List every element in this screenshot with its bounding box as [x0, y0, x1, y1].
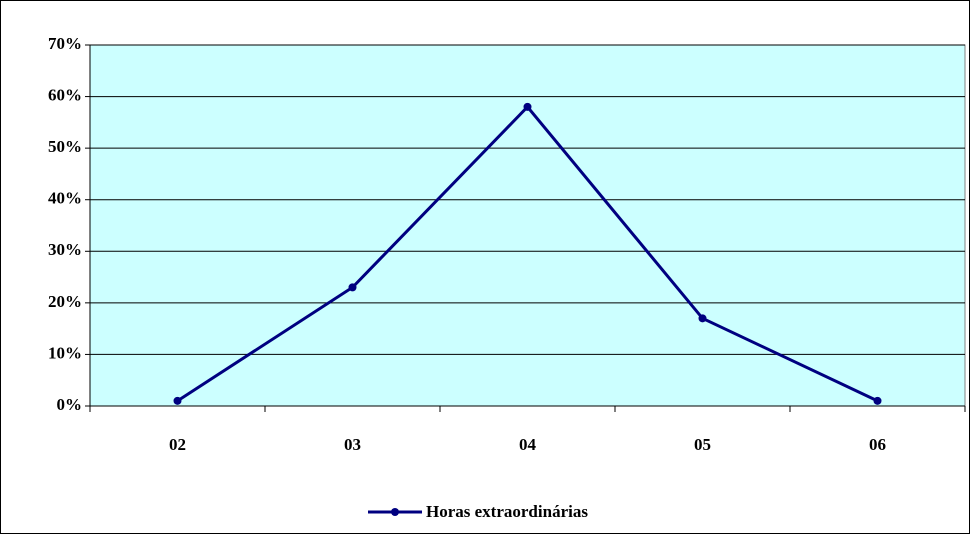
point	[523, 102, 532, 111]
legend-label: Horas extraordinárias	[426, 502, 588, 521]
x-tick-label: 05	[694, 435, 711, 454]
x-tick-label: 04	[519, 435, 537, 454]
point	[173, 396, 182, 405]
y-tick-label: 40%	[48, 189, 82, 208]
y-tick-label: 70%	[48, 34, 82, 53]
x-tick-label: 06	[869, 435, 886, 454]
y-tick-label: 50%	[48, 137, 82, 156]
point	[873, 396, 882, 405]
y-tick-label: 10%	[48, 343, 82, 362]
y-tick-label: 30%	[48, 240, 82, 259]
point	[698, 314, 707, 323]
x-tick-label: 03	[344, 435, 361, 454]
y-tick-label: 0%	[57, 395, 83, 414]
legend-marker	[391, 508, 399, 516]
y-tick-label: 20%	[48, 292, 82, 311]
y-tick-label: 60%	[48, 85, 82, 104]
x-tick-label: 02	[169, 435, 186, 454]
plot-area	[89, 44, 966, 407]
point	[348, 283, 357, 292]
